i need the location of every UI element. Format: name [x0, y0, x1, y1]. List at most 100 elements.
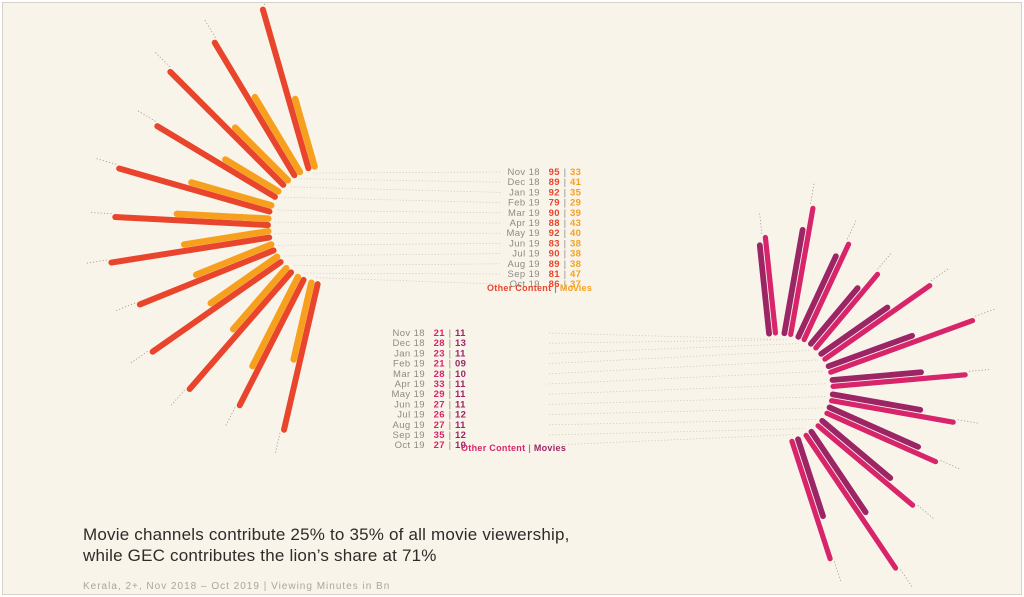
value-movies: 10: [455, 440, 466, 451]
value-separator: |: [564, 208, 567, 219]
leader-line: [315, 277, 501, 285]
outer-dotted-line: [169, 389, 185, 407]
bar-other-content-jul-19: [149, 259, 284, 355]
outer-dotted-line: [847, 219, 858, 240]
bar-movies-sep-19: [249, 273, 302, 370]
category-label: Jan 19: [509, 187, 540, 198]
bar-movies-jun-19: [192, 241, 275, 279]
outer-dotted-line: [833, 561, 842, 583]
value-other-content: 95: [549, 167, 561, 178]
outer-dotted-line: [114, 302, 136, 312]
category-label: Nov 18: [392, 328, 425, 339]
value-separator: |: [449, 440, 452, 451]
leader-line: [276, 209, 501, 214]
value-movies: 33: [570, 167, 581, 178]
value-other-content: 88: [549, 218, 560, 229]
legend: Other Content | Movies: [461, 443, 566, 453]
bar-movies-aug-19: [229, 264, 290, 333]
category-label: May 19: [506, 228, 540, 239]
outer-dotted-line: [263, 3, 266, 5]
category-label: Feb 19: [393, 359, 425, 370]
bar-other-content-dec-18: [211, 39, 298, 179]
leader-line: [548, 339, 787, 344]
legend: Other Content | Movies: [487, 283, 592, 293]
outer-dotted-line: [957, 419, 980, 424]
bar-movies-mar-19: [188, 179, 275, 209]
value-separator: |: [564, 259, 567, 270]
value-movies: 39: [570, 208, 581, 219]
value-other-content: 23: [434, 348, 445, 359]
outer-dotted-line: [153, 50, 171, 68]
category-label: Oct 19: [510, 279, 540, 290]
leader-line: [303, 272, 501, 275]
value-separator: |: [564, 228, 567, 239]
outer-dotted-line: [930, 267, 950, 282]
value-movies: 10: [455, 369, 466, 380]
leader-line: [548, 343, 799, 354]
bar-other-content-jun-19: [829, 398, 956, 425]
outer-dotted-line: [136, 109, 156, 122]
value-separator: |: [449, 399, 452, 410]
legend-separator: |: [554, 283, 560, 293]
value-separator: |: [564, 279, 567, 290]
outer-dotted-line: [940, 459, 961, 470]
value-other-content: 79: [549, 198, 560, 209]
bar-other-content-nov-18: [259, 6, 312, 172]
outer-dotted-line: [89, 212, 112, 215]
value-movies: 29: [570, 198, 581, 209]
category-label: Sep 19: [392, 430, 425, 441]
value-movies: 12: [455, 410, 466, 421]
category-label: Aug 19: [392, 420, 425, 431]
value-separator: |: [564, 249, 567, 260]
leader-line: [548, 434, 794, 446]
leader-line: [548, 359, 819, 375]
value-movies: 38: [570, 249, 581, 260]
value-other-content: 83: [549, 238, 560, 249]
leader-line: [292, 263, 501, 267]
value-separator: |: [564, 198, 567, 209]
value-other-content: 27: [434, 420, 445, 431]
value-movies: 11: [455, 420, 466, 431]
bar-other-content-feb-19: [154, 123, 278, 200]
value-movies: 35: [570, 187, 582, 198]
outer-dotted-line: [203, 18, 216, 38]
category-label: Mar 19: [393, 369, 425, 380]
value-separator: |: [449, 328, 452, 339]
value-other-content: 86: [549, 279, 560, 290]
leader-line: [548, 407, 823, 415]
value-other-content: 90: [549, 208, 560, 219]
value-separator: |: [449, 359, 452, 370]
value-separator: |: [449, 369, 452, 380]
value-other-content: 27: [434, 440, 445, 451]
value-separator: |: [564, 167, 567, 178]
category-label: May 19: [391, 389, 425, 400]
value-other-content: 26: [434, 410, 445, 421]
value-separator: |: [449, 389, 452, 400]
bar-movies-feb-19: [222, 156, 282, 195]
leader-line: [548, 332, 773, 340]
leader-line: [289, 186, 501, 193]
value-other-content: 21: [434, 359, 446, 370]
bar-other-content-may-19: [108, 234, 273, 266]
value-separator: |: [449, 420, 452, 431]
bar-movies-nov-18: [756, 242, 772, 337]
category-label: Dec 18: [507, 177, 540, 188]
bar-movies-apr-19: [825, 332, 915, 370]
legend-separator: |: [528, 443, 534, 453]
leader-line: [281, 196, 501, 203]
category-label: Dec 18: [392, 338, 425, 349]
outer-dotted-line: [224, 407, 236, 428]
bar-other-content-apr-19: [112, 214, 271, 229]
bar-movies-feb-19: [808, 285, 861, 347]
value-other-content: 21: [434, 328, 446, 339]
leader-line: [283, 253, 501, 257]
value-other-content: 89: [549, 177, 560, 188]
category-label: Mar 19: [508, 208, 540, 219]
value-movies: 12: [455, 430, 466, 441]
bar-movies-dec-18: [781, 226, 806, 337]
bar-other-content-oct-19: [281, 281, 321, 433]
category-label: Jan 19: [394, 348, 425, 359]
